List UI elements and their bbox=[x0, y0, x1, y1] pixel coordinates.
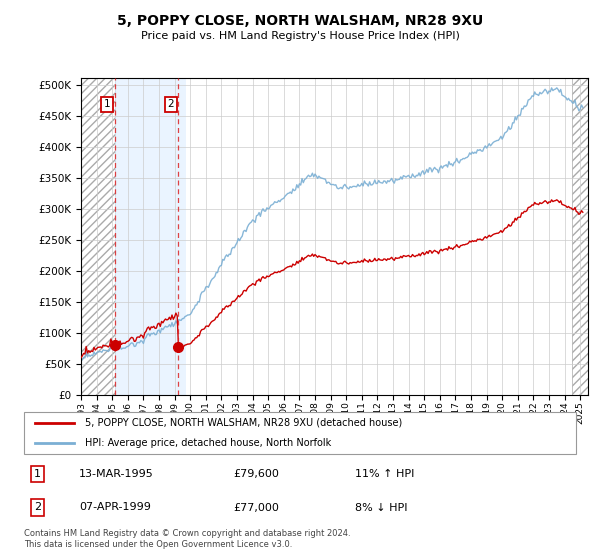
Text: Contains HM Land Registry data © Crown copyright and database right 2024.
This d: Contains HM Land Registry data © Crown c… bbox=[24, 529, 350, 549]
Text: £77,000: £77,000 bbox=[234, 502, 280, 512]
Text: 5, POPPY CLOSE, NORTH WALSHAM, NR28 9XU: 5, POPPY CLOSE, NORTH WALSHAM, NR28 9XU bbox=[117, 14, 483, 28]
FancyBboxPatch shape bbox=[24, 412, 576, 454]
Text: Price paid vs. HM Land Registry's House Price Index (HPI): Price paid vs. HM Land Registry's House … bbox=[140, 31, 460, 41]
Text: 1: 1 bbox=[34, 469, 41, 479]
Text: 11% ↑ HPI: 11% ↑ HPI bbox=[355, 469, 415, 479]
Bar bbox=[81, 78, 115, 395]
Bar bbox=[115, 78, 186, 395]
Text: 8% ↓ HPI: 8% ↓ HPI bbox=[355, 502, 408, 512]
Text: 13-MAR-1995: 13-MAR-1995 bbox=[79, 469, 154, 479]
Bar bbox=[572, 78, 588, 395]
Text: 07-APR-1999: 07-APR-1999 bbox=[79, 502, 151, 512]
Text: 2: 2 bbox=[34, 502, 41, 512]
Text: HPI: Average price, detached house, North Norfolk: HPI: Average price, detached house, Nort… bbox=[85, 438, 331, 448]
Text: 1: 1 bbox=[104, 100, 110, 109]
Text: £79,600: £79,600 bbox=[234, 469, 280, 479]
Text: 2: 2 bbox=[167, 100, 174, 109]
Text: 5, POPPY CLOSE, NORTH WALSHAM, NR28 9XU (detached house): 5, POPPY CLOSE, NORTH WALSHAM, NR28 9XU … bbox=[85, 418, 402, 428]
